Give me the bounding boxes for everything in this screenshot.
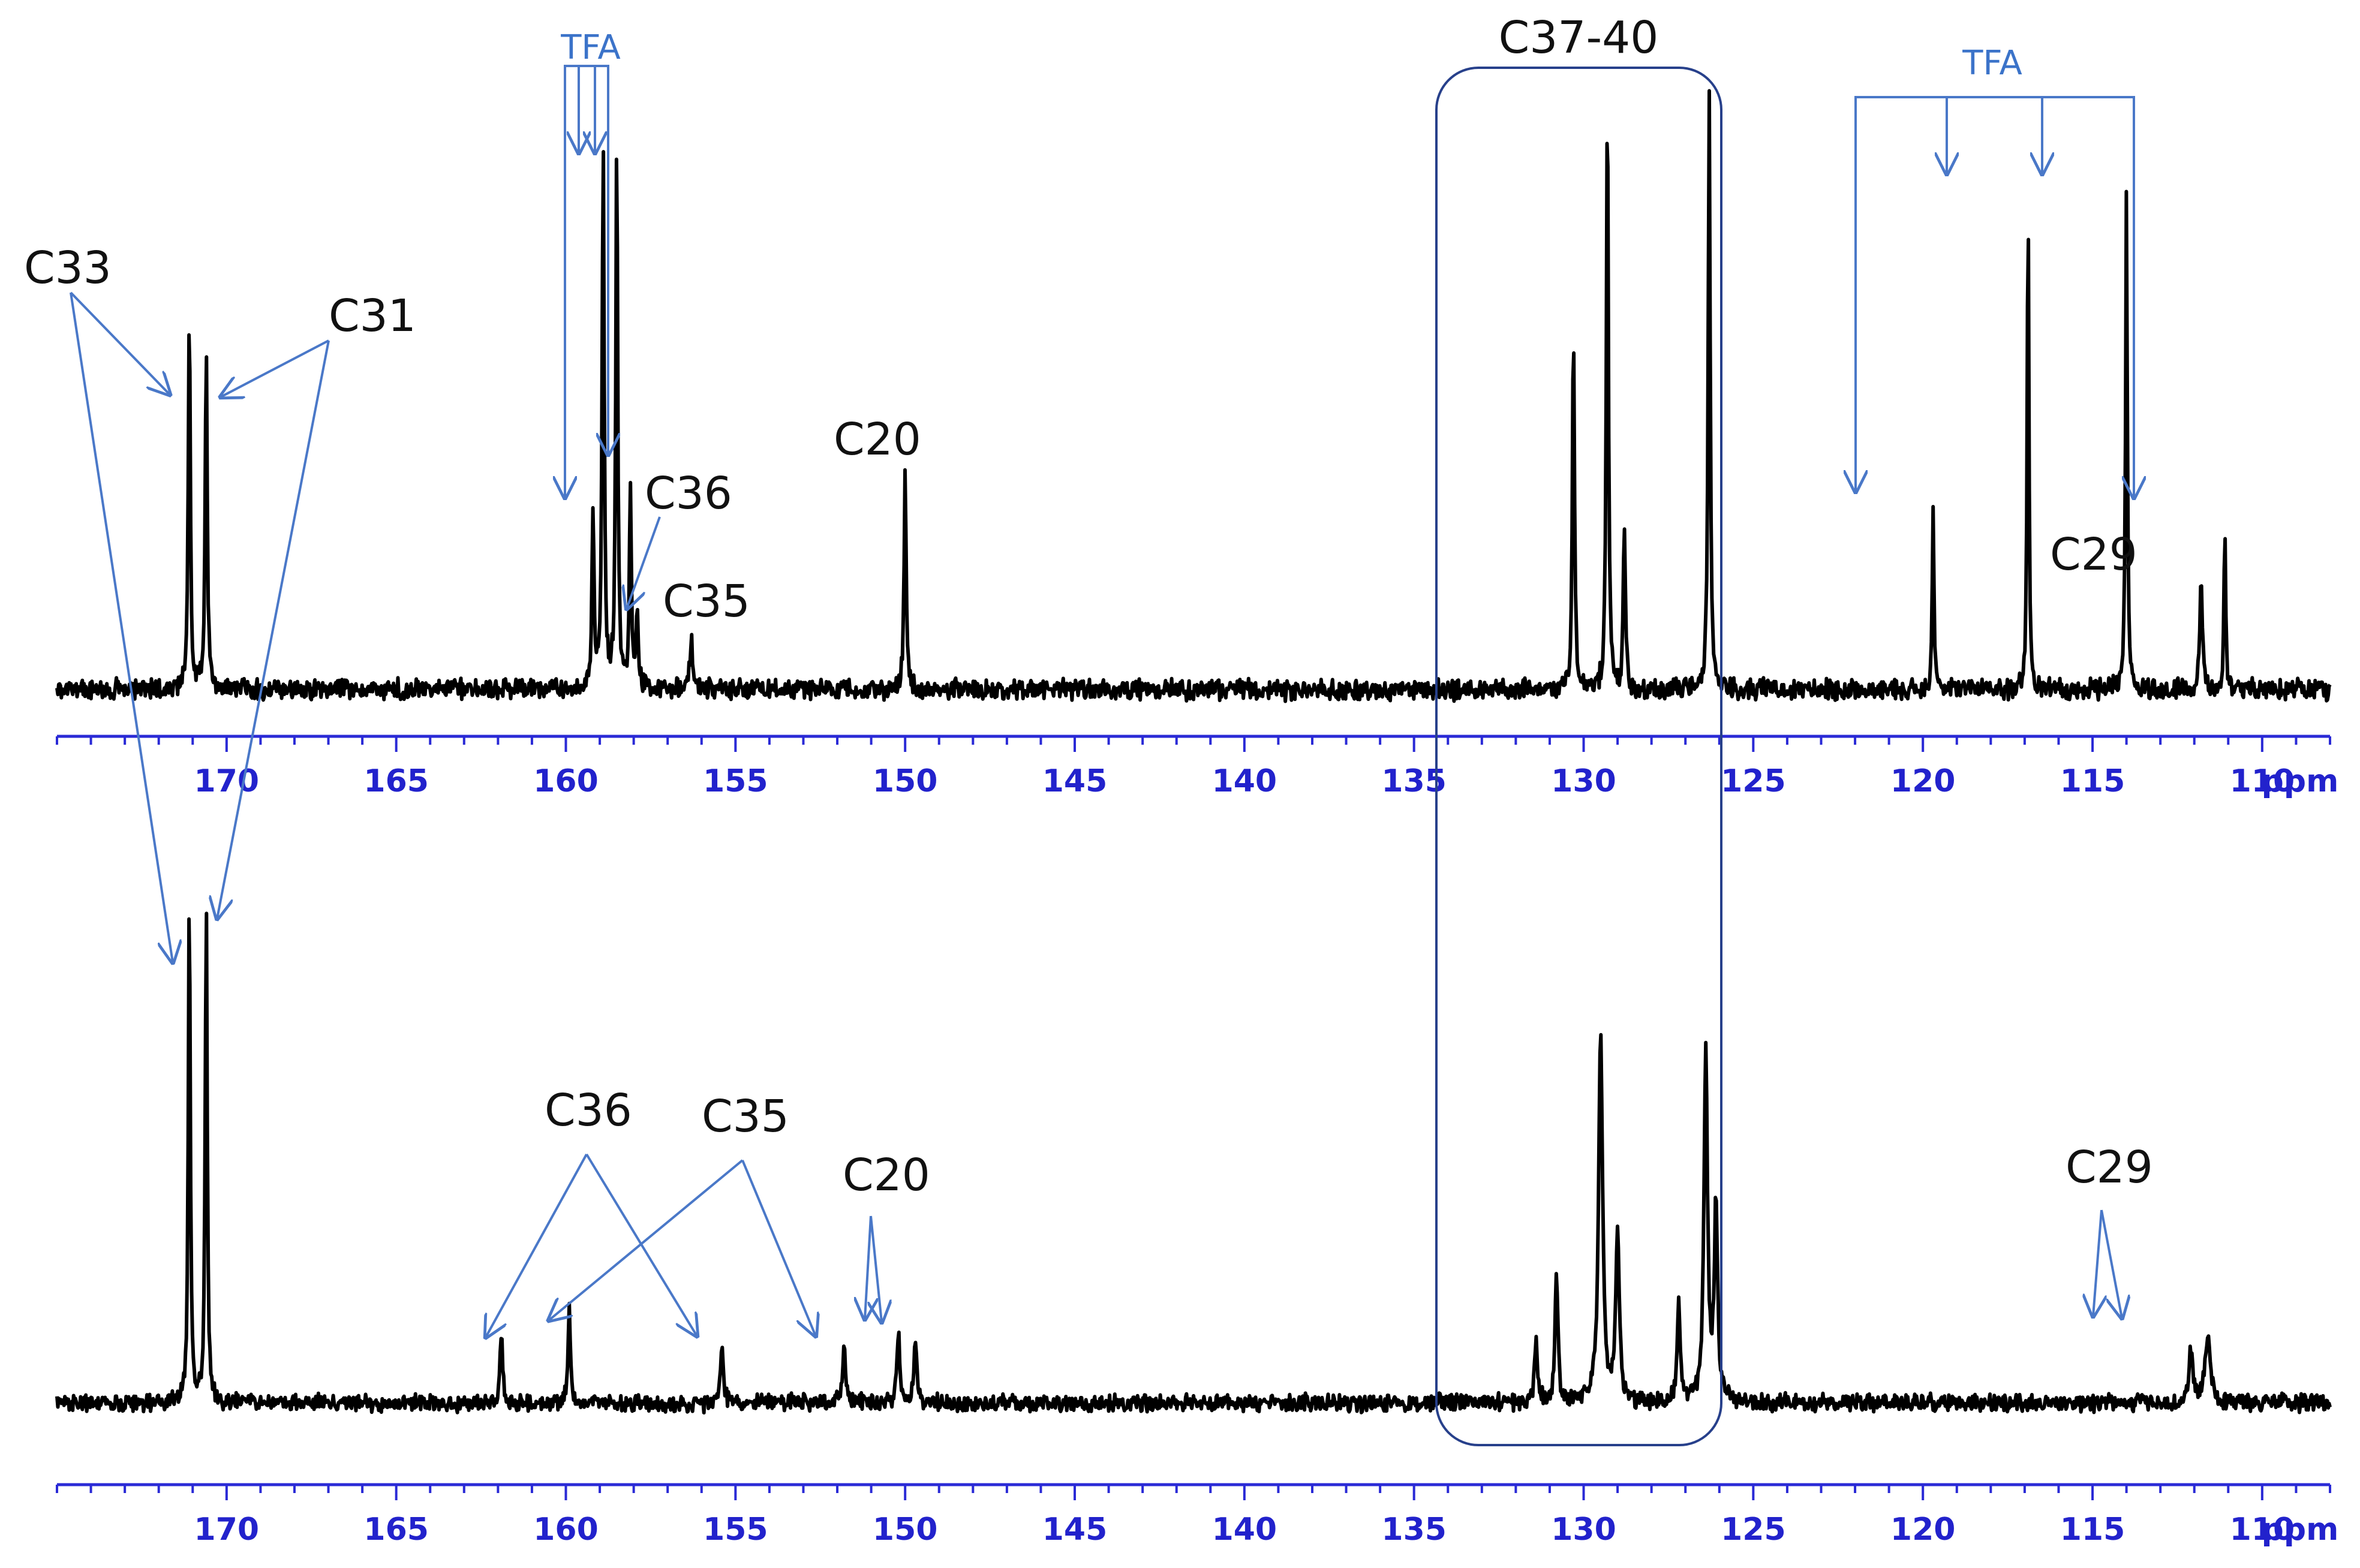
label-c36-top: C36 (645, 468, 732, 519)
arrow-c35-bottom-2 (741, 1160, 816, 1336)
label-c29-bottom: C29 (2066, 1142, 2153, 1193)
arrow-c36-bottom-1 (486, 1154, 588, 1337)
x-tick-label: 115 (2060, 763, 2125, 799)
x-tick-label: 145 (1042, 763, 1108, 799)
label-c20-top: C20 (834, 414, 921, 465)
arrow-c31-bottom (217, 340, 330, 919)
x-tick-label: 150 (873, 1512, 938, 1548)
annotation-arrows (70, 65, 2135, 1337)
label-c36-bottom: C36 (545, 1085, 632, 1136)
label-c35-top: C35 (663, 576, 750, 627)
arrow-c35-bottom-1 (549, 1159, 744, 1320)
x-tick-label: 120 (1890, 1512, 1956, 1548)
label-c31: C31 (329, 290, 416, 342)
x-tick-label: 140 (1212, 763, 1277, 799)
x-tick-label: 170 (194, 763, 260, 799)
x-tick-label: 160 (533, 1512, 599, 1548)
x-tick-label: 165 (363, 763, 429, 799)
x-axis-unit-bottom: ppm (2262, 1512, 2339, 1548)
arrow-c33-bottom (70, 292, 173, 962)
arrow-c33-top (70, 291, 170, 395)
x-axis-top: 170 165 160 155 150 145 140 135 130 125 120 115 110 … (56, 735, 2339, 799)
x-tick-label: 145 (1042, 1512, 1108, 1548)
spectrum-bottom-trace (55, 911, 2332, 1414)
label-c20-bottom: C20 (843, 1149, 930, 1201)
arrow-c31-top (221, 339, 329, 397)
x-tick-label: 130 (1551, 763, 1616, 799)
x-tick-label: 130 (1551, 1512, 1616, 1548)
arrow-c36-top (627, 516, 661, 609)
arrow-c20-bottom-1 (865, 1215, 871, 1319)
x-tick-label: 165 (363, 1512, 429, 1548)
label-tfa-left: TFA (560, 28, 621, 67)
arrow-c29-bottom-2 (2100, 1209, 2122, 1318)
arrow-c36-bottom-2 (585, 1153, 697, 1336)
c37-40-highlight-box (1435, 67, 1722, 1446)
x-tick-label: 120 (1890, 763, 1956, 799)
x-axis-unit-top: ppm (2262, 763, 2339, 799)
label-tfa-right: TFA (1962, 44, 2022, 83)
x-axis-ticks-bottom: 170 165 160 155 150 145 140 135 130 125 120 115 110 (56, 1485, 2331, 1548)
tfa-right-bracket (1854, 96, 2135, 495)
arrow-c29-bottom-1 (2093, 1209, 2102, 1316)
x-tick-label: 150 (873, 763, 938, 799)
x-axis-bottom: 170 165 160 155 150 145 140 135 130 125 120 115 110 … (56, 1483, 2339, 1548)
x-tick-label: 125 (1721, 763, 1786, 799)
x-tick-label: 110 (2230, 763, 2295, 799)
x-tick-label: 135 (1381, 1512, 1447, 1548)
x-tick-label: 140 (1212, 1512, 1277, 1548)
spectrum-top-trace (55, 89, 2332, 703)
arrow-c20-bottom-2 (871, 1215, 882, 1322)
x-tick-label: 110 (2230, 1512, 2295, 1548)
label-c33: C33 (24, 242, 112, 294)
label-c35-bottom: C35 (702, 1091, 789, 1142)
x-tick-label: 160 (533, 763, 599, 799)
x-tick-label: 170 (194, 1512, 260, 1548)
x-tick-label: 155 (703, 763, 768, 799)
label-c37-40: C37-40 (1499, 12, 1659, 64)
x-tick-label: 125 (1721, 1512, 1786, 1548)
x-tick-label: 115 (2060, 1512, 2125, 1548)
label-c29-top: C29 (2050, 529, 2137, 580)
x-axis-ticks-top: 170 165 160 155 150 145 140 135 130 125 120 115 110 (56, 736, 2331, 799)
x-tick-label: 155 (703, 1512, 768, 1548)
